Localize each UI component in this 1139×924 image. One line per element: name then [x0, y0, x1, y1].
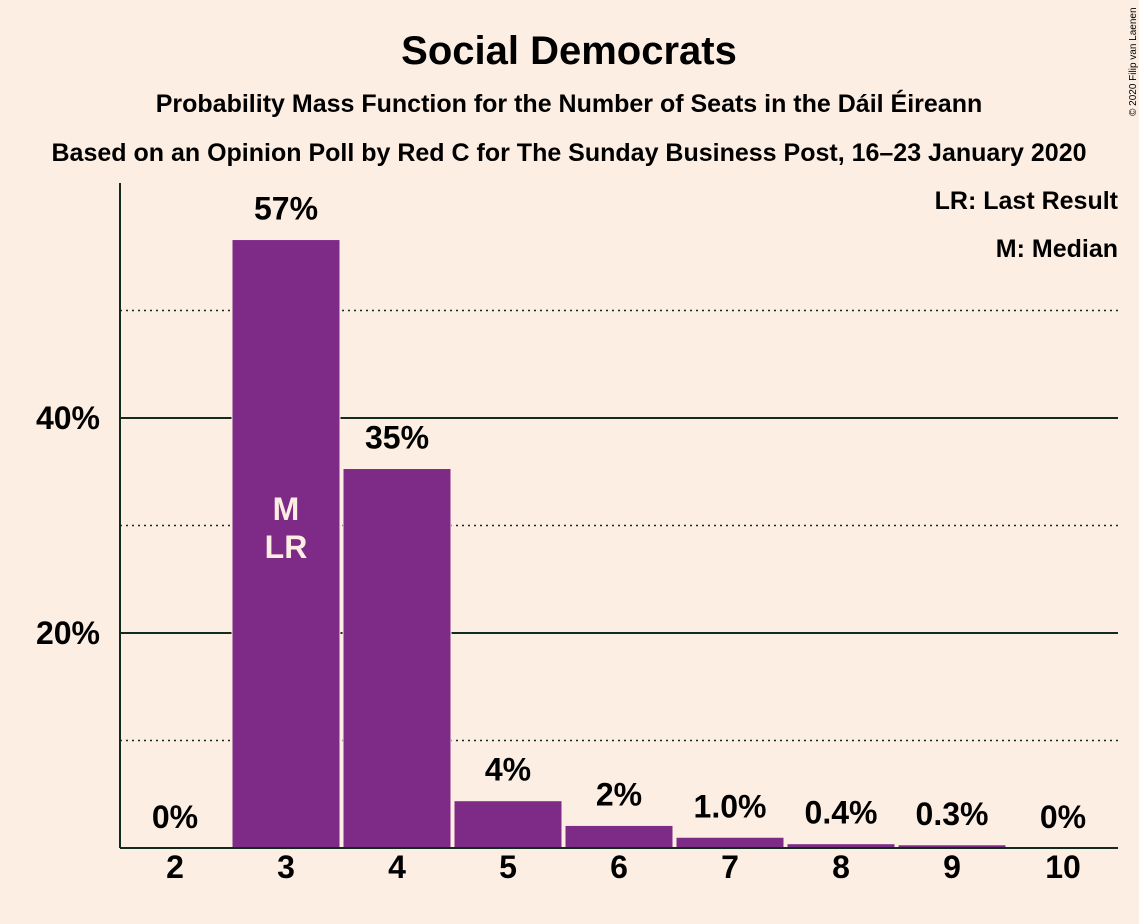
copyright-text: © 2020 Filip van Laenen	[1128, 7, 1139, 116]
x-tick-10: 10	[1045, 849, 1081, 885]
bar-annotation-m: M	[273, 491, 300, 527]
bar-3	[231, 239, 341, 849]
bar-7	[675, 836, 785, 849]
x-tick-8: 8	[832, 849, 850, 885]
x-tick-4: 4	[388, 849, 406, 885]
data-label-6: 2%	[596, 776, 642, 812]
x-tick-6: 6	[610, 849, 628, 885]
bar-5	[453, 800, 563, 849]
chart-subtitle: Probability Mass Function for the Number…	[156, 89, 983, 118]
bars	[231, 239, 1007, 849]
x-tick-labels: 2 3 4 5 6 7 8 9 10	[166, 849, 1081, 885]
chart-title: Social Democrats	[401, 29, 737, 73]
data-label-5: 4%	[485, 752, 531, 788]
bar-4	[342, 468, 452, 849]
y-tick-labels: 20% 40%	[36, 400, 100, 651]
data-labels: 0% 57% 35% 4% 2% 1.0% 0.4% 0.3% 0%	[152, 191, 1086, 835]
data-label-7: 1.0%	[694, 788, 767, 824]
bar-annotations: MLR	[265, 491, 308, 565]
y-tick-20: 20%	[36, 615, 100, 651]
y-tick-40: 40%	[36, 400, 100, 436]
x-tick-9: 9	[943, 849, 961, 885]
x-tick-2: 2	[166, 849, 184, 885]
x-tick-7: 7	[721, 849, 739, 885]
data-label-8: 0.4%	[805, 795, 878, 831]
data-label-2: 0%	[152, 799, 198, 835]
data-label-3: 57%	[254, 191, 318, 227]
legend-median: M: Median	[996, 235, 1118, 263]
data-label-10: 0%	[1040, 799, 1086, 835]
legend-last-result: LR: Last Result	[935, 187, 1119, 215]
x-tick-3: 3	[277, 849, 295, 885]
bar-6	[564, 824, 674, 849]
data-label-4: 35%	[365, 420, 429, 456]
x-tick-5: 5	[499, 849, 517, 885]
chart-subtitle-poll: Based on an Opinion Poll by Red C for Th…	[51, 139, 1086, 167]
data-label-9: 0.3%	[916, 796, 989, 832]
bar-annotation-lr: LR	[265, 529, 308, 565]
